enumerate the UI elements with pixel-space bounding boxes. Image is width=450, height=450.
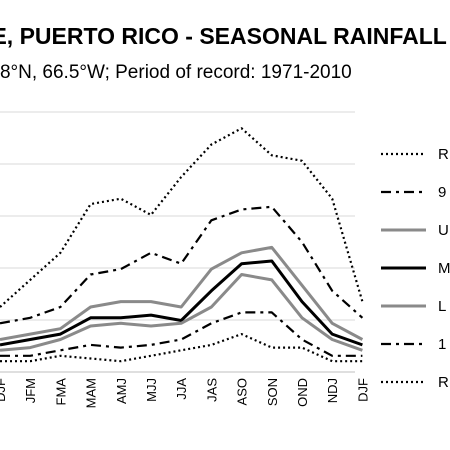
series-line [0,273,363,352]
x-tick-label: SON [265,378,280,406]
x-tick-label: DJF [355,378,370,402]
x-axis: DJF JFM FMA MAM AMJ MJJ JJA JAS ASO SON OND NDJ DJF [0,371,370,408]
legend-label: 1 [438,336,446,353]
series-group [0,127,364,363]
series-line [0,259,363,347]
series-line [0,333,363,363]
x-tick-label: MJJ [144,378,159,402]
legend-label: 9 [438,184,446,201]
x-tick-label: OND [295,378,310,407]
x-tick-label: AMJ [114,378,129,404]
series-line [0,205,364,325]
x-tick-label: JJA [174,378,189,400]
chart-title: PONCE, PUERTO RICO - SEASONAL RAINFALL [0,23,447,49]
x-tick-label: DJF [0,378,8,402]
chart-subtitle: Location: 18°N, 66.5°W; Period of record… [0,62,352,83]
x-tick-label: JAS [204,378,219,402]
legend: R 9 U M L 1 R [381,146,450,391]
x-tick-label: FMA [53,378,68,406]
gridlines [0,111,355,373]
x-tick-label: ASO [235,378,250,405]
series-line [0,245,364,341]
legend-label: U [438,222,449,239]
legend-label: R [438,146,449,163]
series-line [0,127,364,308]
legend-label: R [438,374,449,391]
x-tick-label: NDJ [325,378,340,403]
x-tick-label: MAM [84,378,99,408]
legend-label: L [438,298,446,315]
legend-label: M [438,260,450,277]
x-tick-label: JFM [23,378,38,403]
